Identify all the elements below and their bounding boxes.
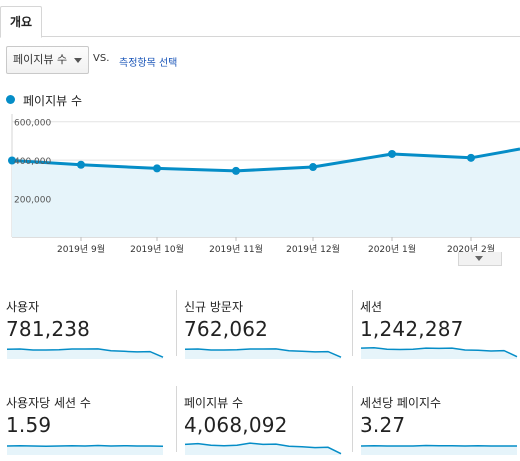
- pageviews-line-chart: 600,000 400,000 200,000 2019년 9월 2019년 10월 20…: [8, 114, 520, 255]
- metric-card-value: 781,238: [6, 317, 91, 341]
- metric-select-value: 페이지뷰 수: [13, 53, 68, 66]
- data-point: [309, 163, 317, 172]
- y-tick-label: 400,000: [14, 157, 51, 167]
- metric-card-value: 1.59: [6, 413, 52, 437]
- metric-card[interactable]: 신규 방문자 762,062: [184, 290, 344, 360]
- metric-sparkline: [6, 348, 164, 359]
- metric-card[interactable]: 세션 1,242,287: [360, 290, 520, 360]
- tab-overview[interactable]: 개요: [0, 6, 43, 38]
- data-point: [153, 164, 161, 173]
- chevron-down-icon: [475, 256, 483, 261]
- metric-card-value: 1,242,287: [360, 317, 464, 341]
- data-point: [77, 160, 85, 169]
- card-divider: [176, 290, 177, 356]
- metric-card-value: 762,062: [184, 317, 269, 341]
- select-metric-link[interactable]: 측정항목 선택: [119, 58, 178, 69]
- metric-select[interactable]: 페이지뷰 수: [6, 46, 89, 74]
- metric-card-value: 4,068,092: [184, 413, 288, 437]
- card-divider: [352, 386, 353, 452]
- data-point: [467, 153, 475, 162]
- vs-label: VS.: [93, 53, 110, 64]
- sparkline-line: [184, 348, 342, 358]
- metric-card-label: 세션당 페이지수: [360, 396, 442, 410]
- sparkline-line: [6, 444, 164, 448]
- metric-card-label: 세션: [360, 300, 383, 314]
- metric-card-label: 사용자당 세션 수: [6, 396, 91, 410]
- metric-sparkline: [360, 444, 517, 455]
- metric-card-label: 사용자: [6, 300, 40, 314]
- x-tick-label: 2019년 9월: [57, 243, 105, 255]
- x-tick-label: 2020년 1월: [368, 243, 416, 255]
- tab-bar: 개요: [0, 0, 520, 38]
- chevron-down-icon: [74, 58, 82, 63]
- metric-sparkline: [184, 442, 342, 455]
- data-point: [8, 156, 16, 165]
- metric-sparkline: [6, 444, 164, 455]
- data-point: [388, 149, 396, 158]
- metric-card[interactable]: 사용자당 세션 수 1.59: [6, 386, 166, 456]
- chart-expand-handle[interactable]: [458, 252, 502, 266]
- series-line: [11, 147, 520, 173]
- metric-card[interactable]: 사용자 781,238: [6, 290, 166, 360]
- legend-dot-icon: [6, 95, 15, 104]
- metric-sparkline: [360, 347, 518, 359]
- sparkline-area: [7, 445, 163, 455]
- y-tick-label: 600,000: [14, 119, 51, 129]
- x-tick-label: 2019년 10월: [130, 243, 184, 255]
- x-tick-label: 2019년 12월: [286, 243, 340, 255]
- x-tick-label: 2019년 11월: [209, 243, 263, 255]
- series-area: [12, 149, 520, 237]
- metric-card-label: 신규 방문자: [184, 300, 244, 314]
- data-point: [232, 166, 240, 175]
- metric-card-value: 3.27: [360, 413, 406, 437]
- metric-sparkline: [184, 348, 342, 359]
- sparkline-line: [360, 444, 517, 447]
- card-divider: [352, 290, 353, 356]
- sparkline-line: [360, 347, 518, 358]
- y-tick-label: 200,000: [14, 196, 51, 206]
- metric-card-label: 페이지뷰 수: [184, 396, 244, 410]
- legend-label: 페이지뷰 수: [23, 94, 83, 108]
- metric-card[interactable]: 페이지뷰 수 4,068,092: [184, 386, 344, 456]
- sparkline-line: [184, 442, 342, 455]
- sparkline-line: [6, 348, 164, 358]
- sparkline-area: [361, 445, 517, 455]
- metric-card[interactable]: 세션당 페이지수 3.27: [360, 386, 520, 456]
- card-divider: [176, 386, 177, 452]
